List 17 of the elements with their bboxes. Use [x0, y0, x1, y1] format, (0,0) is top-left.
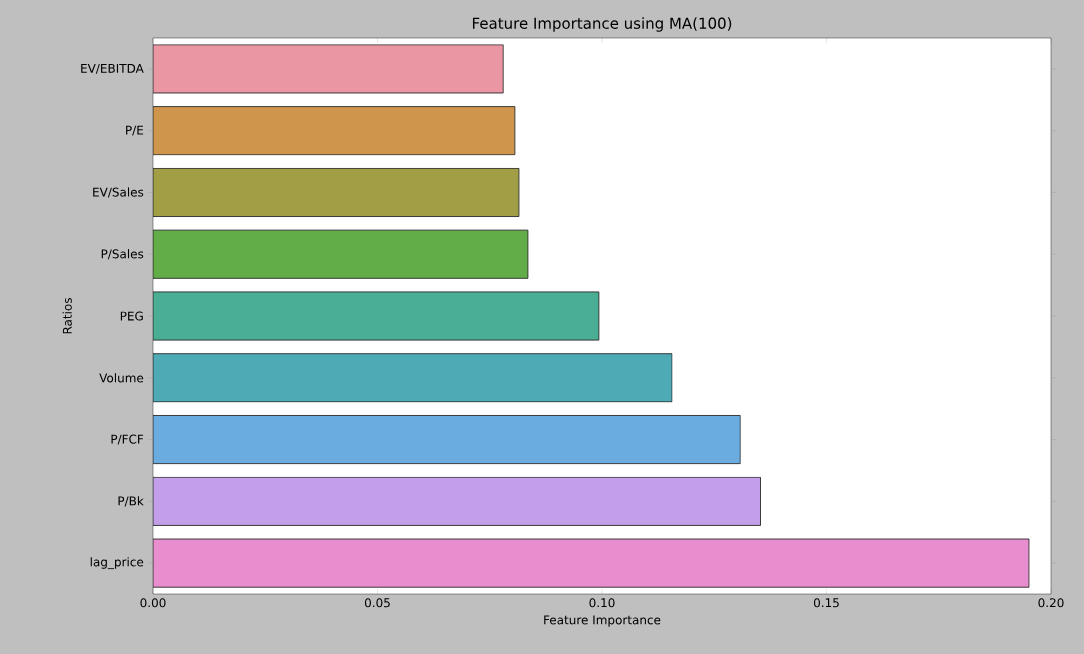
x-tick-label: 0.00: [140, 598, 166, 608]
y-tick-label: EV/EBITDA: [81, 63, 144, 74]
x-tick-label: 0.10: [589, 598, 615, 608]
y-tick-label: PEG: [120, 311, 143, 321]
y-tick-label: P/Bk: [118, 496, 144, 507]
y-tick-label: P/Sales: [101, 249, 144, 260]
y-axis-title: Ratios: [62, 298, 72, 334]
x-tick-label: 0.15: [813, 598, 839, 608]
chart-title: Feature Importance using MA(100): [472, 17, 732, 32]
y-tick-label: Volume: [99, 373, 144, 383]
y-tick-label: P/E: [126, 125, 144, 136]
x-tick-label: 0.05: [364, 598, 390, 608]
y-tick-label: P/FCF: [111, 434, 144, 445]
x-tick-label: 0.20: [1038, 598, 1064, 608]
x-axis-title: Feature Importance: [544, 615, 661, 627]
y-tick-label: EV/Sales: [93, 187, 144, 198]
y-tick-label: lag_price: [90, 557, 144, 570]
